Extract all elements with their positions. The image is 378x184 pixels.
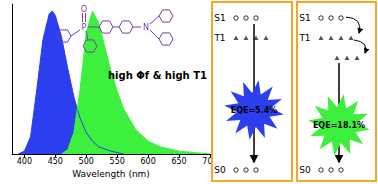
- svg-text:400: 400: [17, 157, 32, 166]
- svg-text:high Φf & high T1: high Φf & high T1: [108, 70, 207, 81]
- svg-text:T1: T1: [298, 33, 310, 43]
- svg-text:N: N: [143, 23, 149, 32]
- svg-text:EQE=18.1%: EQE=18.1%: [313, 121, 365, 130]
- svg-text:550: 550: [110, 157, 125, 166]
- svg-text:S1: S1: [299, 13, 310, 23]
- svg-text:Wavelength (nm): Wavelength (nm): [72, 169, 150, 179]
- svg-text:P: P: [82, 23, 87, 32]
- svg-text:S1: S1: [214, 13, 225, 23]
- svg-text:450: 450: [48, 157, 63, 166]
- svg-text:O: O: [81, 5, 87, 14]
- svg-text:500: 500: [79, 157, 94, 166]
- svg-text:S0: S0: [299, 165, 311, 175]
- svg-text:S0: S0: [214, 165, 226, 175]
- svg-text:600: 600: [140, 157, 155, 166]
- svg-text:T1: T1: [213, 33, 225, 43]
- svg-text:EQE=5.4%: EQE=5.4%: [231, 106, 278, 115]
- svg-text:700: 700: [202, 157, 217, 166]
- svg-text:650: 650: [171, 157, 186, 166]
